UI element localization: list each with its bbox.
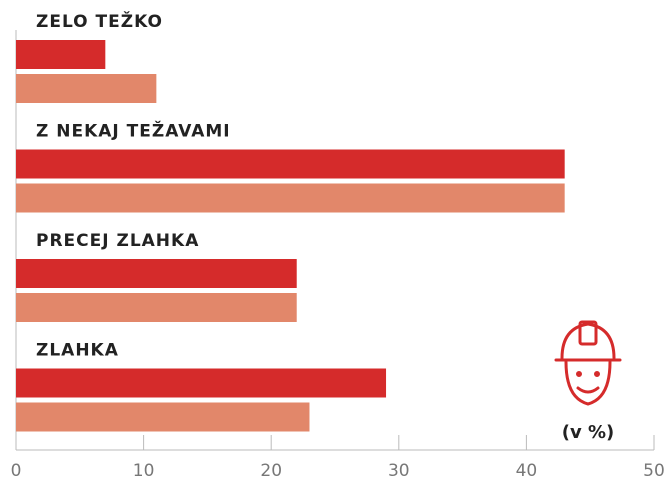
- x-tick-label: 0: [11, 461, 22, 481]
- bar: [16, 74, 157, 103]
- unit-note: (v %): [562, 422, 615, 443]
- bar: [16, 368, 387, 398]
- bar: [16, 259, 297, 288]
- bar: [16, 293, 297, 322]
- category-label: Z NEKAJ TEŽAVAMI: [36, 120, 231, 142]
- x-tick-label: 50: [643, 461, 665, 481]
- x-tick-label: 10: [133, 461, 155, 481]
- x-tick-label: 40: [516, 461, 538, 481]
- x-tick-label: 30: [388, 461, 410, 481]
- bar: [16, 402, 310, 432]
- category-label: ZLAHKA: [36, 341, 119, 361]
- bar: [16, 149, 565, 179]
- category-label: ZELO TEŽKO: [36, 10, 163, 32]
- bar: [16, 40, 106, 69]
- bar: [16, 183, 565, 213]
- x-tick-label: 20: [260, 461, 282, 481]
- helmet-icon: [554, 320, 622, 406]
- category-label: PRECEJ ZLAHKA: [36, 231, 199, 251]
